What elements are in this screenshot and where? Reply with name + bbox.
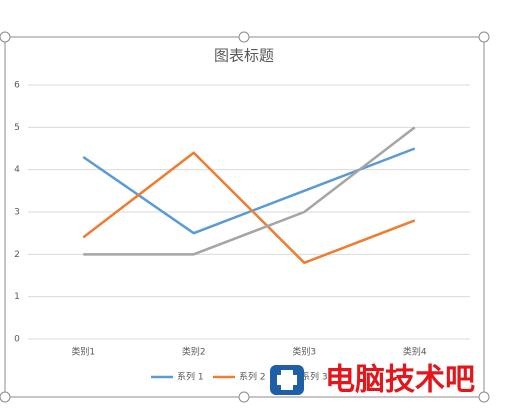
y-tick-label: 2 [14,250,20,260]
x-tick-label: 类别2 [182,346,206,358]
series-line [83,126,416,256]
legend-label: 系列 2 [239,371,266,383]
y-tick-label: 4 [14,165,20,175]
legend-label: 系列 1 [177,371,204,383]
y-tick-label: 0 [14,335,20,345]
legend-label: 系列 3 [301,371,328,383]
x-tick-label: 类别3 [292,346,316,358]
y-tick-label: 1 [14,292,20,302]
chart-frame [4,36,485,398]
chart-title: 图表标题 [214,47,274,65]
watermark-text: 电脑技术吧 [325,363,475,398]
x-tick-label: 类别4 [403,346,427,358]
y-tick-label: 6 [14,81,20,91]
watermark: 电脑技术吧 [270,363,475,398]
resize-handles[interactable] [0,31,490,403]
y-tick-label: 3 [14,208,20,218]
series-line [82,151,416,265]
x-tick-label: 类别1 [71,346,95,358]
y-tick-label: 5 [14,123,20,133]
